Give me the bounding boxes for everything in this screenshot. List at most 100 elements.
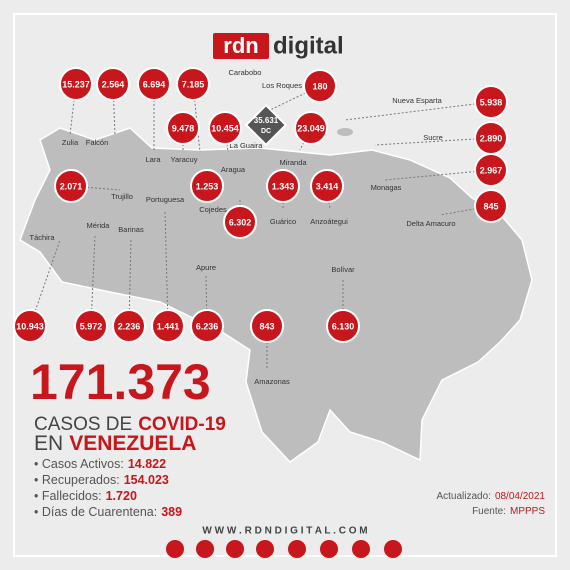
capital-label: DC [261, 128, 271, 135]
leader-line [90, 234, 96, 327]
stat: • Días de Cuarentena: 389 [34, 505, 182, 519]
case-value: 2.890 [480, 133, 503, 143]
case-value: 845 [483, 201, 498, 211]
state-label: La Guaira [230, 141, 264, 150]
stat-value: 1.720 [106, 489, 137, 503]
state-label: Portuguesa [146, 195, 185, 204]
stat: • Fallecidos: 1.720 [34, 489, 137, 503]
logo-rdn: rdn [223, 33, 258, 58]
case-circle [13, 309, 47, 343]
case-value: 6.302 [229, 217, 252, 227]
icon[interactable] [352, 540, 370, 558]
case-circle [208, 111, 242, 145]
leader-line [344, 101, 492, 121]
stat-label: • Casos Activos: [34, 457, 124, 471]
case-circle [176, 67, 210, 101]
stat: • Casos Activos: 14.822 [34, 457, 166, 471]
stat-value: 389 [161, 505, 182, 519]
leader-line [192, 83, 201, 153]
icon[interactable] [320, 540, 338, 558]
logo-digital: digital [273, 32, 344, 59]
case-circle [96, 67, 130, 101]
stat-label: • Fallecidos: [34, 489, 102, 503]
state-label: Táchira [29, 233, 55, 242]
leader-line [128, 237, 132, 327]
stat-label: • Días de Cuarentena: [34, 505, 157, 519]
state-label: Aragua [221, 165, 246, 174]
case-circle [54, 169, 88, 203]
case-value: 180 [312, 81, 327, 91]
icon[interactable] [226, 540, 244, 558]
icon[interactable] [196, 540, 214, 558]
case-value: 1.253 [196, 181, 219, 191]
case-circle [151, 309, 185, 343]
state-label: Monagas [371, 183, 402, 192]
state-label: Mérida [87, 221, 111, 230]
state-label: Carabobo [229, 68, 262, 77]
case-circle [112, 309, 146, 343]
case-circle [303, 69, 337, 103]
case-value: 1.441 [157, 321, 180, 331]
case-circle [474, 153, 508, 187]
leader-line [29, 239, 61, 327]
case-circle [266, 169, 300, 203]
leader-line [374, 137, 492, 146]
source-value: MPPPS [510, 506, 545, 517]
headline-2a: EN [34, 432, 63, 455]
venezuela-map [19, 127, 533, 463]
headline-2: EN VENEZUELA [34, 432, 196, 455]
case-circle [190, 169, 224, 203]
source: Fuente: MPPPS [472, 506, 545, 517]
icon[interactable] [256, 540, 274, 558]
state-label: Yaracuy [171, 155, 198, 164]
island [337, 128, 353, 136]
state-label: Miranda [279, 158, 307, 167]
case-circle [326, 309, 360, 343]
case-value: 1.343 [272, 181, 295, 191]
case-value: 15.237 [62, 79, 90, 89]
headline-1a: CASOS DE [34, 414, 132, 435]
case-value: 5.938 [480, 97, 503, 107]
capital-value: 35.631 [254, 116, 279, 125]
social-icons [166, 540, 402, 558]
state-label: Cojedes [199, 205, 227, 214]
case-value: 2.236 [118, 321, 141, 331]
case-circle [474, 85, 508, 119]
case-value: 23.049 [297, 123, 325, 133]
case-circle [190, 309, 224, 343]
stat-value: 154.023 [124, 473, 169, 487]
stat-label: • Recuperados: [34, 473, 120, 487]
case-value: 9.478 [172, 123, 195, 133]
case-value: 5.972 [80, 321, 103, 331]
state-label: Zulia [62, 138, 79, 147]
updated: Actualizado: 08/04/2021 [436, 491, 545, 502]
state-label: Amazonas [254, 377, 290, 386]
state-label: Guárico [270, 217, 296, 226]
case-value: 10.943 [16, 321, 44, 331]
case-circle [223, 205, 257, 239]
icon[interactable] [384, 540, 402, 558]
updated-label: Actualizado: [436, 491, 490, 502]
state-label: Sucre [423, 133, 443, 142]
leader-line [384, 169, 492, 181]
case-value: 2.967 [480, 165, 503, 175]
case-circle [310, 169, 344, 203]
case-value: 10.454 [211, 123, 239, 133]
stat: • Recuperados: 154.023 [34, 473, 169, 487]
state-label: Los Roques [262, 81, 302, 90]
case-value: 2.564 [102, 79, 125, 89]
state-label: Lara [145, 155, 161, 164]
state-label: Nueva Esparta [392, 96, 442, 105]
case-value: 6.130 [332, 321, 355, 331]
icon[interactable] [288, 540, 306, 558]
stat-value: 14.822 [128, 457, 166, 471]
case-circle [137, 67, 171, 101]
case-circle [294, 111, 328, 145]
case-value: 843 [259, 321, 274, 331]
total-cases: 171.373 [30, 354, 211, 410]
icon[interactable] [166, 540, 184, 558]
case-value: 6.694 [143, 79, 166, 89]
case-circle [74, 309, 108, 343]
case-circle [59, 67, 93, 101]
updated-date: 08/04/2021 [495, 491, 545, 502]
